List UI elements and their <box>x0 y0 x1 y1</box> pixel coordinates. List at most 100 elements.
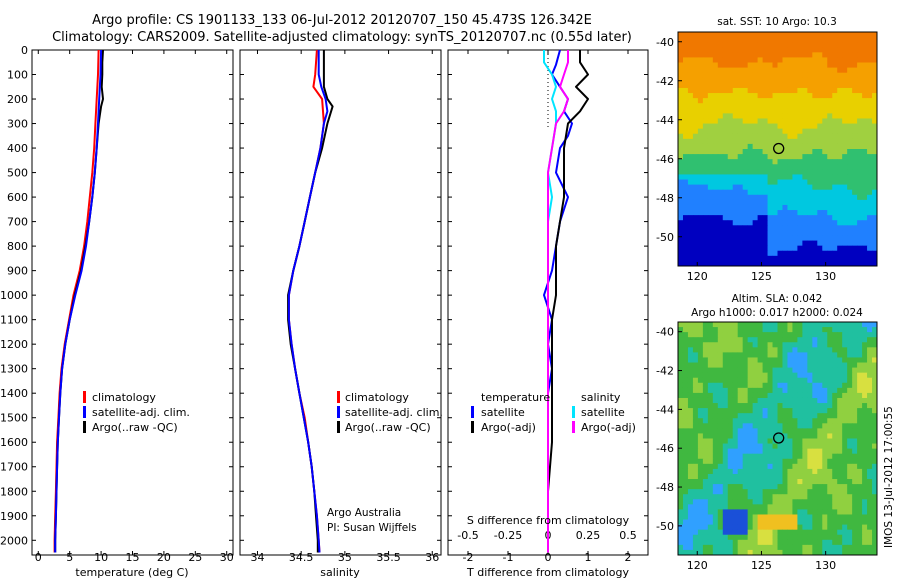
heatmap-cell <box>692 362 699 368</box>
heatmap-cell <box>777 225 783 231</box>
heatmap-cell <box>742 529 749 536</box>
heatmap-cell <box>827 327 833 333</box>
heatmap-cell <box>802 504 808 510</box>
heatmap-cell <box>847 62 853 69</box>
depth-tick-label: 1000 <box>0 289 28 302</box>
heatmap-cell <box>787 544 793 551</box>
heatmap-cell <box>777 438 783 444</box>
heatmap-cell <box>752 327 759 333</box>
heatmap-cell <box>802 377 808 384</box>
heatmap-cell <box>792 47 798 53</box>
heatmap-cell <box>747 403 754 409</box>
heatmap-cell <box>732 113 739 119</box>
heatmap-cell <box>752 87 759 94</box>
heatmap-cell <box>692 204 699 211</box>
heatmap-cell <box>827 403 833 409</box>
heatmap-cell <box>752 138 759 145</box>
heatmap-cell <box>682 93 689 99</box>
heatmap-cell <box>727 458 734 465</box>
heatmap-cell <box>687 204 694 211</box>
heatmap-cell <box>827 408 833 414</box>
heatmap-cell <box>742 42 749 48</box>
heatmap-cell <box>752 199 759 206</box>
heatmap-cell <box>697 377 704 384</box>
heatmap-cell <box>747 230 754 236</box>
heatmap-cell <box>702 357 709 363</box>
heatmap-cell <box>722 332 729 338</box>
heatmap-cell <box>787 403 793 409</box>
heatmap-cell <box>702 524 709 531</box>
heatmap-cell <box>772 164 778 170</box>
heatmap-cell <box>787 255 793 262</box>
heatmap-cell <box>777 392 783 399</box>
heatmap-cell <box>822 453 828 460</box>
heatmap-cell <box>797 549 803 556</box>
heatmap-cell <box>757 428 763 434</box>
heatmap-cell <box>747 438 754 444</box>
heatmap-cell <box>737 473 744 480</box>
heatmap-cell <box>807 77 813 84</box>
heatmap-cell <box>747 174 754 180</box>
heatmap-cell <box>712 494 719 500</box>
heatmap-cell <box>747 372 754 379</box>
heatmap-cell <box>687 428 694 434</box>
heatmap-cell <box>747 133 754 140</box>
heatmap-cell <box>827 519 833 526</box>
heatmap-cell <box>857 164 863 170</box>
heatmap-cell <box>687 423 694 429</box>
heatmap-cell <box>857 260 863 267</box>
heatmap-cell <box>822 133 828 140</box>
heatmap-cell <box>697 458 704 465</box>
heatmap-cell <box>812 372 818 379</box>
heatmap-cell <box>767 113 773 119</box>
heatmap-cell <box>732 443 739 450</box>
heatmap-cell <box>757 322 763 328</box>
heatmap-cell <box>837 57 843 63</box>
heatmap-cell <box>727 159 734 165</box>
map-y-tick-label: -42 <box>656 75 674 88</box>
heatmap-cell <box>837 539 843 546</box>
heatmap-cell <box>862 235 868 241</box>
heatmap-cell <box>842 179 848 186</box>
heatmap-cell <box>822 347 828 353</box>
heatmap-cell <box>772 204 778 211</box>
heatmap-cell <box>852 215 858 221</box>
heatmap-cell <box>802 93 808 99</box>
heatmap-cell <box>697 133 704 140</box>
heatmap-cell <box>827 494 833 500</box>
heatmap-cell <box>687 382 694 389</box>
heatmap-cell <box>707 387 714 394</box>
heatmap-cell <box>842 484 848 490</box>
heatmap-cell <box>792 549 798 556</box>
heatmap-cell <box>837 443 843 450</box>
heatmap-cell <box>812 138 818 145</box>
heatmap-cell <box>827 179 833 186</box>
heatmap-cell <box>737 403 744 409</box>
heatmap-cell <box>822 408 828 414</box>
heatmap-cell <box>832 443 838 450</box>
heatmap-cell <box>742 199 749 206</box>
heatmap-cell <box>827 352 833 358</box>
heatmap-cell <box>802 494 808 500</box>
heatmap-cell <box>872 433 878 439</box>
heatmap-cell <box>772 143 778 150</box>
heatmap-cell <box>762 154 768 160</box>
heatmap-cell <box>797 260 803 267</box>
heatmap-cell <box>782 42 788 48</box>
heatmap-cell <box>797 337 803 343</box>
heatmap-cell <box>842 194 848 201</box>
heatmap-cell <box>678 327 684 333</box>
heatmap-cell <box>857 189 863 196</box>
heatmap-cell <box>687 403 694 409</box>
heatmap-cell <box>687 154 694 160</box>
heatmap-cell <box>817 149 823 155</box>
heatmap-cell <box>742 93 749 99</box>
heatmap-cell <box>762 138 768 145</box>
heatmap-cell <box>857 72 863 79</box>
heatmap-cell <box>702 514 709 520</box>
heatmap-cell <box>682 143 689 150</box>
heatmap-cell <box>742 453 749 460</box>
heatmap-cell <box>772 179 778 186</box>
heatmap-cell <box>767 149 773 155</box>
heatmap-cell <box>867 433 873 439</box>
